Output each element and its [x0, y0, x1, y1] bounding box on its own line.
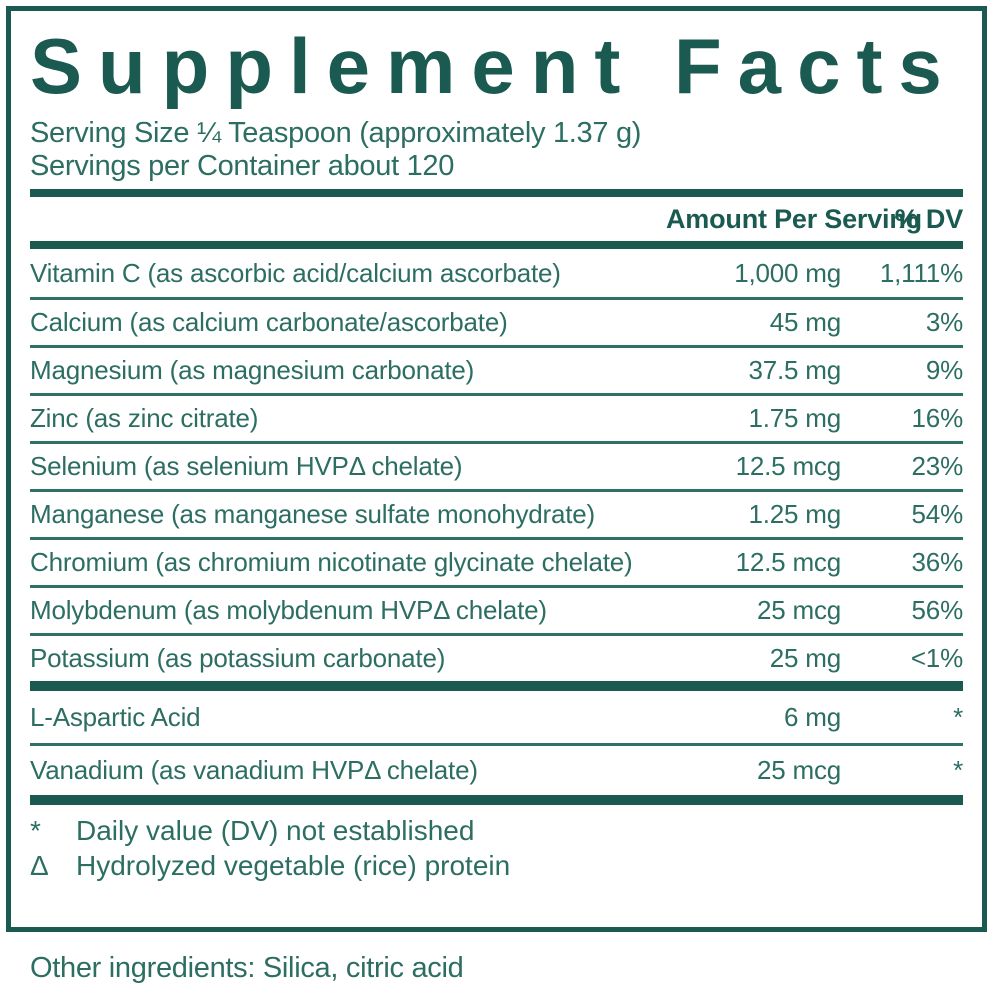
- thick-divider-bottom: [30, 795, 963, 805]
- ingredient-amount: 6 mg: [783, 701, 841, 732]
- table-row: Selenium (as selenium HVPΔ chelate) 12.5 …: [30, 441, 963, 489]
- table-row: Chromium (as chromium nicotinate glycina…: [30, 537, 963, 585]
- ingredient-name: Zinc (as zinc citrate): [30, 403, 259, 433]
- ingredient-amount: 1,000 mg: [734, 257, 841, 288]
- table-header-row: Amount Per Serving % DV: [30, 197, 963, 241]
- servings-per-container-line: Servings per Container about 120: [30, 150, 455, 182]
- table-row: Molybdenum (as molybdenum HVPΔ chelate) 2…: [30, 585, 963, 633]
- ingredient-name: Manganese (as manganese sulfate monohydr…: [30, 499, 595, 529]
- ingredient-amount: 37.5 mg: [748, 355, 841, 385]
- amount-per-serving-header: Amount Per Serving: [666, 203, 922, 234]
- no-dv-ingredient-rows: L-Aspartic Acid 6 mg * Vanadium (as vanadiu…: [30, 691, 963, 795]
- footnote-hvp: Δ Hydrolyzed vegetable (rice) protein: [30, 848, 963, 883]
- ingredient-name: Vitamin C (as ascorbic acid/calcium asco…: [30, 257, 561, 288]
- table-row: L-Aspartic Acid 6 mg *: [30, 691, 963, 743]
- thick-divider-under-header: [30, 241, 963, 249]
- ingredient-name: Chromium (as chromium nicotinate glycina…: [30, 547, 633, 577]
- footnote-dv-not-established: * Daily value (DV) not established: [30, 813, 963, 848]
- ingredient-dv: 56%: [911, 595, 964, 625]
- table-row: Magnesium (as magnesium carbonate) 37.5 m…: [30, 345, 963, 393]
- ingredient-dv: *: [953, 701, 963, 732]
- ingredient-name: Potassium (as potassium carbonate): [30, 643, 446, 673]
- table-row: Vitamin C (as ascorbic acid/calcium asco…: [30, 249, 963, 297]
- table-row: Potassium (as potassium carbonate) 25 mg <…: [30, 633, 963, 681]
- ingredient-amount: 12.5 mcg: [735, 451, 842, 481]
- ingredient-amount: 12.5 mcg: [735, 547, 842, 577]
- ingredient-dv: 3%: [925, 307, 963, 337]
- ingredient-name: Vanadium (as vanadium HVPΔ chelate): [30, 755, 478, 785]
- asterisk-symbol: *: [30, 815, 41, 846]
- ingredient-dv: 1,111%: [879, 257, 963, 288]
- ingredient-dv: 23%: [911, 451, 964, 481]
- supplement-facts-panel: Supplement Facts Serving Size ¼ Teaspoon…: [6, 6, 987, 932]
- ingredient-amount: 25 mg: [769, 643, 841, 673]
- ingredient-amount: 25 mcg: [756, 595, 841, 625]
- ingredient-amount: 1.25 mg: [748, 499, 841, 529]
- thick-divider-mid: [30, 681, 963, 691]
- serving-size-line: Serving Size ¼ Teaspoon (approximately 1…: [30, 117, 642, 149]
- ingredient-amount: 1.75 mg: [748, 403, 841, 433]
- ingredient-name: L-Aspartic Acid: [30, 701, 201, 732]
- other-ingredients-line: Other ingredients: Silica, citric acid: [30, 952, 464, 984]
- thick-divider-top: [30, 189, 963, 197]
- footnotes: * Daily value (DV) not established Δ Hyd…: [30, 805, 963, 883]
- ingredient-dv: 36%: [911, 547, 964, 577]
- ingredient-dv: *: [953, 755, 963, 785]
- main-ingredient-rows: Vitamin C (as ascorbic acid/calcium asco…: [30, 249, 963, 681]
- table-row: Calcium (as calcium carbonate/ascorbate)…: [30, 297, 963, 345]
- table-row: Manganese (as manganese sulfate monohydr…: [30, 489, 963, 537]
- footnote-text: Daily value (DV) not established: [76, 815, 475, 846]
- ingredient-amount: 45 mg: [769, 307, 841, 337]
- ingredient-name: Molybdenum (as molybdenum HVPΔ chelate): [30, 595, 547, 625]
- ingredient-name: Selenium (as selenium HVPΔ chelate): [30, 451, 463, 481]
- delta-symbol: Δ: [30, 850, 49, 881]
- ingredient-name: Magnesium (as magnesium carbonate): [30, 355, 475, 385]
- ingredient-name: Calcium (as calcium carbonate/ascorbate): [30, 307, 508, 337]
- table-row: Zinc (as zinc citrate) 1.75 mg 16%: [30, 393, 963, 441]
- footnote-text: Hydrolyzed vegetable (rice) protein: [76, 850, 511, 881]
- ingredient-amount: 25 mcg: [756, 755, 841, 785]
- ingredient-dv: 9%: [925, 355, 963, 385]
- panel-title: Supplement Facts: [30, 22, 958, 110]
- percent-dv-header: % DV: [894, 203, 963, 234]
- ingredient-dv: 16%: [911, 403, 964, 433]
- table-row: Vanadium (as vanadium HVPΔ chelate) 25 mc…: [30, 743, 963, 795]
- ingredient-dv: 54%: [911, 499, 964, 529]
- ingredient-dv: <1%: [910, 643, 963, 673]
